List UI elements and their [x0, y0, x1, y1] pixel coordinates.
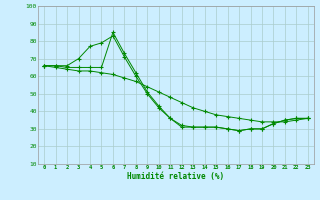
- X-axis label: Humidité relative (%): Humidité relative (%): [127, 172, 225, 181]
